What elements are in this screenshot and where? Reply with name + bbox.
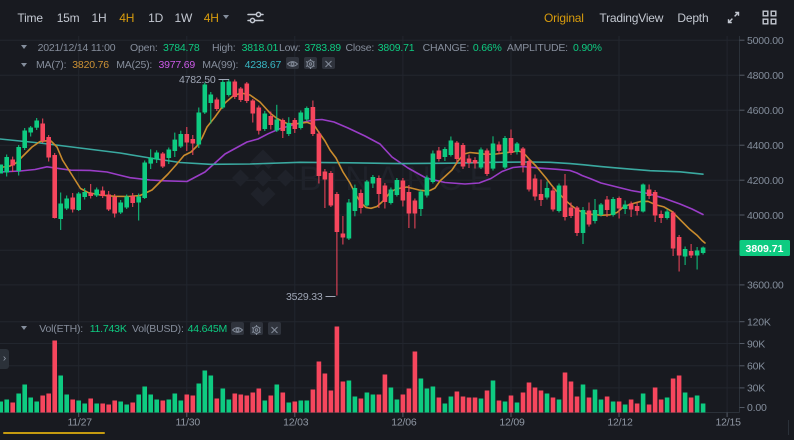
svg-text:11/30: 11/30 bbox=[176, 417, 201, 429]
svg-text:3529.33: 3529.33 bbox=[286, 291, 323, 303]
svg-text:4800.00: 4800.00 bbox=[747, 70, 784, 82]
svg-text:4200.00: 4200.00 bbox=[747, 175, 784, 187]
svg-text:4400.00: 4400.00 bbox=[747, 140, 784, 152]
svg-text:4782.50: 4782.50 bbox=[179, 74, 216, 86]
svg-text:90K: 90K bbox=[747, 338, 765, 350]
svg-text:12/15: 12/15 bbox=[715, 417, 741, 429]
svg-text:4000.00: 4000.00 bbox=[747, 210, 784, 222]
svg-text:60K: 60K bbox=[747, 361, 765, 373]
svg-text:30K: 30K bbox=[747, 383, 765, 395]
svg-text:12/03: 12/03 bbox=[283, 417, 309, 429]
svg-text:0.00: 0.00 bbox=[747, 402, 767, 414]
svg-text:11/27: 11/27 bbox=[67, 417, 92, 429]
svg-text:3600.00: 3600.00 bbox=[747, 280, 784, 292]
svg-text:12/12: 12/12 bbox=[607, 417, 633, 429]
svg-text:12/06: 12/06 bbox=[391, 417, 417, 429]
svg-text:3809.71: 3809.71 bbox=[746, 243, 784, 255]
svg-text:120K: 120K bbox=[747, 317, 771, 329]
svg-text:12/09: 12/09 bbox=[499, 417, 525, 429]
svg-text:4600.00: 4600.00 bbox=[747, 105, 784, 117]
svg-text:5000.00: 5000.00 bbox=[747, 36, 784, 47]
